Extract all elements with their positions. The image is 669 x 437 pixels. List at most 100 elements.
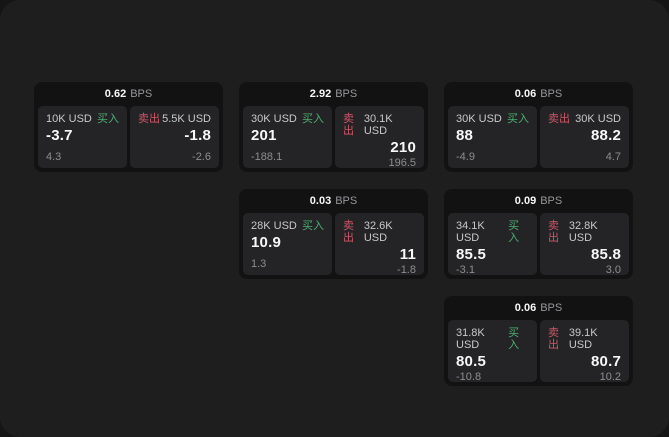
sell-price: 85.8: [591, 246, 621, 264]
sell-labels-row: 卖出 39.1K USD: [548, 327, 621, 351]
buy-side-label: 买入: [507, 113, 529, 125]
quote-card: 2.92 BPS 30K USD 买入 201 -188.1 卖出 30.1K …: [239, 82, 428, 172]
sell-price: 210: [390, 139, 416, 157]
sell-panel[interactable]: 卖出 30.1K USD 210 196.5: [335, 106, 424, 169]
sell-delta: 196.5: [388, 156, 416, 169]
card-header: 0.09 BPS: [448, 189, 629, 213]
quote-panels: 28K USD 买入 10.9 1.3 卖出 32.6K USD 11 -1.8: [243, 213, 424, 276]
sell-price: 88.2: [591, 127, 621, 145]
sell-delta: 3.0: [605, 263, 621, 276]
bps-value: 0.03: [309, 194, 332, 207]
bps-unit: BPS: [335, 87, 358, 100]
quote-panels: 34.1K USD 买入 85.5 -3.1 卖出 32.8K USD 85.8…: [448, 213, 629, 276]
buy-price: 85.5: [456, 246, 486, 264]
buy-labels-row: 28K USD 买入: [251, 220, 324, 232]
sell-price: 80.7: [591, 353, 621, 371]
bps-unit: BPS: [540, 194, 563, 207]
buy-amount: 28K USD: [251, 220, 297, 232]
bps-value: 0.06: [514, 87, 537, 100]
buy-delta: -10.8: [456, 370, 482, 383]
buy-delta: -3.1: [456, 263, 475, 276]
buy-labels-row: 30K USD 买入: [251, 113, 324, 125]
buy-panel[interactable]: 34.1K USD 买入 85.5 -3.1: [448, 213, 537, 276]
sell-side-label: 卖出: [343, 220, 354, 245]
quote-panels: 30K USD 买入 201 -188.1 卖出 30.1K USD 210 1…: [243, 106, 424, 169]
quote-panels: 10K USD 买入 -3.7 4.3 卖出 5.5K USD -1.8 -2.…: [38, 106, 219, 168]
quote-panels: 31.8K USD 买入 80.5 -10.8 卖出 39.1K USD 80.…: [448, 320, 629, 383]
quote-card: 0.03 BPS 28K USD 买入 10.9 1.3 卖出 32.6K US…: [239, 189, 428, 279]
card-header: 0.06 BPS: [448, 82, 629, 106]
sell-side-label: 卖出: [548, 113, 570, 125]
sell-amount: 30K USD: [575, 113, 621, 125]
buy-amount: 30K USD: [251, 113, 297, 125]
bps-unit: BPS: [335, 194, 358, 207]
buy-amount: 30K USD: [456, 113, 502, 125]
sell-panel[interactable]: 卖出 5.5K USD -1.8 -2.6: [130, 106, 219, 168]
sell-delta: -1.8: [397, 263, 416, 276]
buy-amount: 31.8K USD: [456, 327, 485, 352]
sell-labels-row: 卖出 5.5K USD: [138, 113, 211, 125]
buy-side-label: 买入: [302, 220, 324, 232]
bps-value: 0.06: [514, 301, 537, 314]
sell-labels-row: 卖出 30.1K USD: [343, 113, 416, 137]
card-header: 0.03 BPS: [243, 189, 424, 213]
buy-labels-row: 10K USD 买入: [46, 113, 119, 125]
sell-panel[interactable]: 卖出 30K USD 88.2 4.7: [540, 106, 629, 168]
buy-panel[interactable]: 10K USD 买入 -3.7 4.3: [38, 106, 127, 168]
quote-card: 0.06 BPS 31.8K USD 买入 80.5 -10.8 卖出 39.1…: [444, 296, 633, 386]
buy-side-label: 买入: [97, 113, 119, 125]
sell-amount: 32.8K USD: [568, 220, 598, 245]
bps-unit: BPS: [130, 87, 153, 100]
card-header: 0.62 BPS: [38, 82, 219, 106]
buy-side-label: 买入: [302, 113, 324, 125]
cards-grid: 0.62 BPS 10K USD 买入 -3.7 4.3 卖出 5.5K USD…: [34, 82, 633, 386]
sell-side-label: 卖出: [548, 220, 559, 245]
bps-value: 0.09: [514, 194, 537, 207]
bps-value: 0.62: [104, 87, 127, 100]
buy-labels-row: 31.8K USD 买入: [456, 327, 529, 351]
quote-panels: 30K USD 买入 88 -4.9 卖出 30K USD 88.2 4.7: [448, 106, 629, 168]
sell-panel[interactable]: 卖出 32.8K USD 85.8 3.0: [540, 213, 629, 276]
buy-labels-row: 30K USD 买入: [456, 113, 529, 125]
buy-delta: 4.3: [46, 150, 62, 163]
sell-delta: 4.7: [605, 150, 621, 163]
sell-amount: 39.1K USD: [568, 327, 598, 352]
buy-labels-row: 34.1K USD 买入: [456, 220, 529, 244]
sell-amount: 5.5K USD: [162, 113, 211, 125]
buy-side-label: 买入: [508, 327, 520, 352]
buy-panel[interactable]: 30K USD 买入 88 -4.9: [448, 106, 537, 168]
sell-delta: 10.2: [599, 370, 621, 383]
bps-unit: BPS: [540, 301, 563, 314]
buy-price: -3.7: [46, 127, 73, 145]
bps-unit: BPS: [540, 87, 563, 100]
buy-panel[interactable]: 31.8K USD 买入 80.5 -10.8: [448, 320, 537, 383]
quote-card: 0.62 BPS 10K USD 买入 -3.7 4.3 卖出 5.5K USD…: [34, 82, 223, 172]
quote-card: 0.06 BPS 30K USD 买入 88 -4.9 卖出 30K USD 8…: [444, 82, 633, 172]
bps-value: 2.92: [309, 87, 332, 100]
sell-delta: -2.6: [192, 150, 211, 163]
buy-amount: 34.1K USD: [456, 220, 485, 245]
sell-amount: 30.1K USD: [363, 113, 393, 138]
buy-price: 10.9: [251, 234, 281, 252]
sell-side-label: 卖出: [343, 113, 354, 138]
buy-price: 80.5: [456, 353, 486, 371]
sell-panel[interactable]: 卖出 39.1K USD 80.7 10.2: [540, 320, 629, 383]
sell-panel[interactable]: 卖出 32.6K USD 11 -1.8: [335, 213, 424, 276]
sell-price: -1.8: [184, 127, 211, 145]
sell-amount: 32.6K USD: [363, 220, 393, 245]
buy-panel[interactable]: 30K USD 买入 201 -188.1: [243, 106, 332, 168]
buy-price: 88: [456, 127, 474, 145]
card-header: 0.06 BPS: [448, 296, 629, 320]
buy-delta: -188.1: [251, 150, 283, 163]
buy-delta: -4.9: [456, 150, 475, 163]
buy-delta: 1.3: [251, 257, 267, 270]
quote-card: 0.09 BPS 34.1K USD 买入 85.5 -3.1 卖出 32.8K…: [444, 189, 633, 279]
sell-side-label: 卖出: [548, 327, 559, 352]
sell-price: 11: [399, 246, 416, 264]
buy-amount: 10K USD: [46, 113, 92, 125]
buy-side-label: 买入: [508, 220, 520, 245]
buy-panel[interactable]: 28K USD 买入 10.9 1.3: [243, 213, 332, 275]
sell-labels-row: 卖出 32.6K USD: [343, 220, 416, 244]
sell-side-label: 卖出: [138, 113, 160, 125]
